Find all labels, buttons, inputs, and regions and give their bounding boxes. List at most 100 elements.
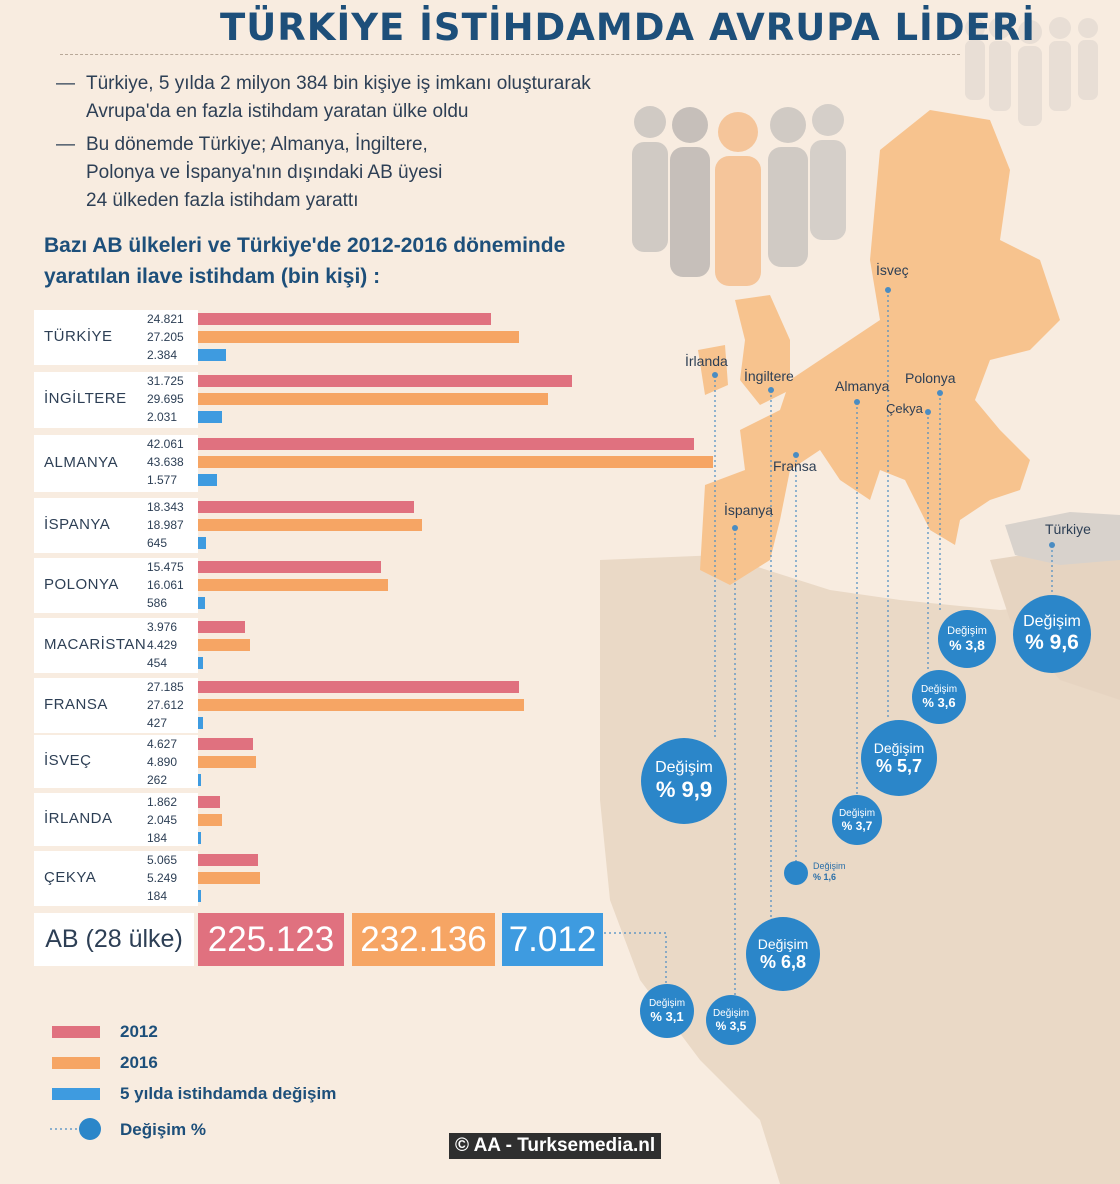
bar-2012 bbox=[198, 854, 258, 866]
legend-label-percent: Değişim % bbox=[120, 1120, 206, 1139]
bar-change bbox=[198, 411, 222, 423]
chart-row-bg bbox=[34, 618, 198, 673]
bar-2012 bbox=[198, 561, 381, 573]
chart-subtitle: Bazı AB ülkeleri ve Türkiye'de 2012-2016… bbox=[44, 230, 644, 292]
bubble-fransa-text: Değişim % 1,6 bbox=[813, 861, 846, 883]
eu-total-change: 7.012 bbox=[502, 913, 603, 966]
bullet-dash: — bbox=[56, 73, 75, 94]
bar-2016 bbox=[198, 331, 520, 343]
bar-change bbox=[198, 657, 204, 669]
chart-row-bg bbox=[34, 498, 198, 553]
data-label-2016: 4.890 bbox=[147, 755, 178, 769]
data-label-change: 262 bbox=[147, 773, 168, 787]
people-silhouettes bbox=[632, 17, 1098, 286]
data-label-2016: 29.695 bbox=[147, 392, 184, 406]
data-label-2012: 27.185 bbox=[147, 680, 184, 694]
bubble-cekya-value: % 3,6 bbox=[922, 695, 956, 710]
country-label: İNGİLTERE bbox=[44, 390, 127, 407]
data-label-2012: 3.976 bbox=[147, 620, 178, 634]
bar-2012 bbox=[198, 681, 519, 693]
country-label: İSVEÇ bbox=[44, 751, 92, 769]
uk-landmass bbox=[735, 295, 790, 405]
bar-2012 bbox=[198, 375, 573, 387]
bubble-irlanda-value: % 9,9 bbox=[655, 777, 713, 802]
bar-2012 bbox=[198, 738, 253, 750]
bar-change bbox=[198, 832, 201, 844]
chart-row-bg bbox=[34, 678, 198, 733]
map-label-isvec: İsveç bbox=[876, 262, 909, 278]
country-label: ÇEKYA bbox=[44, 868, 97, 886]
bubble-fransa-value: % 1,6 bbox=[813, 872, 837, 882]
bubble-ingiltere-label: Değişim bbox=[757, 935, 809, 952]
legend-swatch-2012 bbox=[52, 1026, 100, 1038]
bar-2012 bbox=[198, 501, 415, 513]
bubble-turkiye: Değişim % 9,6 bbox=[1013, 595, 1091, 673]
map-label-ispanya: İspanya bbox=[724, 502, 774, 518]
bubble-cekya-label: Değişim bbox=[920, 684, 958, 695]
bar-change bbox=[198, 537, 206, 549]
title-divider bbox=[60, 54, 960, 55]
bubble-polonya-value: % 3,8 bbox=[949, 637, 985, 653]
data-label-2016: 43.638 bbox=[147, 455, 184, 469]
bullet-2-line-3: 24 ülkeden fazla istihdam yarattı bbox=[86, 190, 359, 211]
data-label-2012: 31.725 bbox=[147, 374, 184, 388]
turkey-landmass bbox=[1005, 512, 1120, 565]
bubble-ab-value: % 3,1 bbox=[650, 1009, 684, 1024]
data-label-change: 2.384 bbox=[147, 348, 178, 362]
data-label-change: 1.577 bbox=[147, 473, 178, 487]
bullet-2-line-1: Bu dönemde Türkiye; Almanya, İngiltere, bbox=[86, 134, 428, 155]
data-label-change: 645 bbox=[147, 536, 168, 550]
bubble-turkiye-label: Değişim bbox=[1023, 613, 1081, 630]
bar-2012 bbox=[198, 796, 220, 808]
data-label-change: 2.031 bbox=[147, 410, 178, 424]
country-label: FRANSA bbox=[44, 695, 108, 713]
bar-2012 bbox=[198, 438, 695, 450]
credit-text: © AA - Turksemedia.nl bbox=[449, 1133, 662, 1159]
map-label-polonya: Polonya bbox=[905, 370, 956, 386]
map-label-irlanda: İrlanda bbox=[685, 353, 728, 369]
bar-2016 bbox=[198, 814, 223, 826]
country-label: POLONYA bbox=[44, 575, 119, 593]
eu-total-label: AB (28 ülke) bbox=[34, 913, 194, 966]
data-label-2012: 5.065 bbox=[147, 853, 178, 867]
bubble-cekya: Değişim % 3,6 bbox=[912, 670, 966, 724]
data-label-2012: 18.343 bbox=[147, 500, 184, 514]
bullet-dash: — bbox=[56, 134, 75, 155]
map-label-fransa: Fransa bbox=[773, 458, 817, 474]
bar-change bbox=[198, 890, 201, 902]
bar-2016 bbox=[198, 579, 388, 591]
bubble-fransa-label: Değişim bbox=[813, 861, 846, 871]
map-label-turkiye: Türkiye bbox=[1045, 521, 1091, 537]
bubble-almanya-value: % 3,7 bbox=[841, 818, 873, 833]
europe-landmass bbox=[700, 110, 1060, 585]
bubble-ispanya-label: Değişim bbox=[712, 1007, 750, 1019]
data-label-2012: 15.475 bbox=[147, 560, 184, 574]
map-dots bbox=[712, 287, 1055, 548]
bullet-1-line-2: Avrupa'da en fazla istihdam yaratan ülke… bbox=[86, 101, 469, 122]
legend-swatch-change bbox=[52, 1088, 100, 1100]
country-label: ALMANYA bbox=[44, 453, 119, 471]
data-label-change: 586 bbox=[147, 596, 168, 610]
bubble-isvec-label: Değişim bbox=[873, 739, 925, 756]
data-label-2016: 16.061 bbox=[147, 578, 184, 592]
chart-row-bg bbox=[34, 372, 198, 428]
bubble-ab-label: Değişim bbox=[648, 998, 686, 1009]
bar-2012 bbox=[198, 313, 491, 325]
bar-change bbox=[198, 717, 204, 729]
data-label-2016: 27.205 bbox=[147, 330, 184, 344]
bubble-ab: Değişim % 3,1 bbox=[640, 984, 694, 1038]
data-label-2016: 18.987 bbox=[147, 518, 184, 532]
bar-2016 bbox=[198, 456, 713, 468]
country-label: TÜRKİYE bbox=[44, 327, 113, 345]
bar-change bbox=[198, 597, 205, 609]
chart-row-bg bbox=[34, 793, 198, 846]
data-label-change: 184 bbox=[147, 831, 168, 845]
bubble-polonya-label: Değişim bbox=[947, 625, 987, 637]
bubble-isvec-value: % 5,7 bbox=[875, 755, 923, 776]
chart-row-bg bbox=[34, 310, 198, 365]
leader-lines bbox=[604, 290, 1053, 995]
data-label-change: 454 bbox=[147, 656, 168, 670]
data-label-2012: 42.061 bbox=[147, 437, 184, 451]
eu-total-2016: 232.136 bbox=[352, 913, 495, 966]
bar-2016 bbox=[198, 699, 524, 711]
